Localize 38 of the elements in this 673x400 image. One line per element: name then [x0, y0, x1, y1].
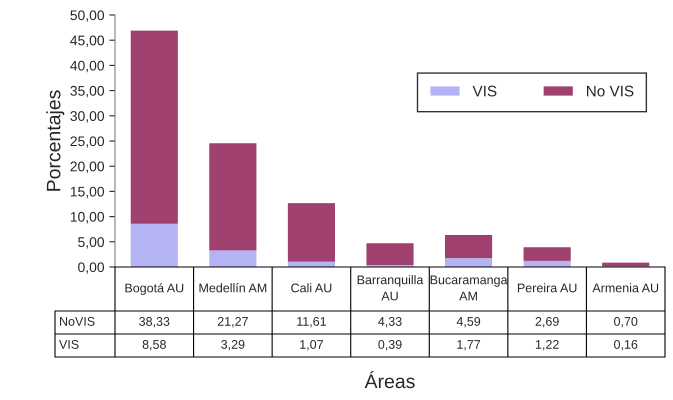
data-label: 21,27 [218, 317, 248, 328]
y-tick-label: 30,00 [70, 111, 104, 123]
data-label: 1,22 [536, 340, 559, 350]
x-tick-label: Bogotá AU [125, 283, 184, 295]
y-tick-label: 25,00 [70, 136, 104, 148]
data-label: 4,33 [378, 317, 402, 328]
text: VIS [59, 340, 79, 349]
x-tick-label: Bucaramanga AM [430, 276, 508, 300]
y-tick-label: 35,00 [70, 86, 104, 98]
data-label: 38,33 [139, 317, 170, 328]
x-tick-label: Armenia AU [592, 283, 658, 292]
legend-label: No VIS [586, 86, 634, 96]
x-tick-label: Medellín AM [199, 283, 266, 292]
data-label: 3,29 [221, 340, 244, 350]
y-tick-label: 0,00 [78, 262, 104, 274]
data-label: 1,77 [457, 340, 480, 350]
x-tick-label: Pereira AU [518, 283, 576, 292]
data-label: 4,59 [456, 317, 480, 328]
data-label: 0,16 [614, 340, 638, 350]
y-tick-label: 20,00 [70, 162, 104, 174]
y-axis-title: Porcentajes [46, 90, 64, 191]
y-tick-label: 10,00 [70, 212, 104, 224]
text: NoVIS [60, 317, 95, 326]
data-label: 2,69 [536, 317, 559, 328]
x-tick-label: Barranquilla AU [358, 275, 424, 300]
data-label: 8,58 [142, 340, 166, 350]
data-label: 0,39 [378, 340, 402, 350]
y-tick-label: 45,00 [70, 36, 104, 48]
y-tick-label: 5,00 [78, 237, 104, 249]
x-tick-label: Cali AU [291, 283, 332, 292]
legend-label: VIS [472, 86, 496, 96]
y-tick-label: 50,00 [70, 10, 104, 22]
y-tick-label: 15,00 [70, 186, 104, 198]
data-label: 11,61 [297, 317, 326, 328]
data-label: 1,07 [300, 340, 323, 350]
data-label: 0,70 [614, 317, 638, 328]
x-axis-title: Áreas [364, 371, 415, 388]
y-tick-label: 40,00 [70, 60, 104, 72]
